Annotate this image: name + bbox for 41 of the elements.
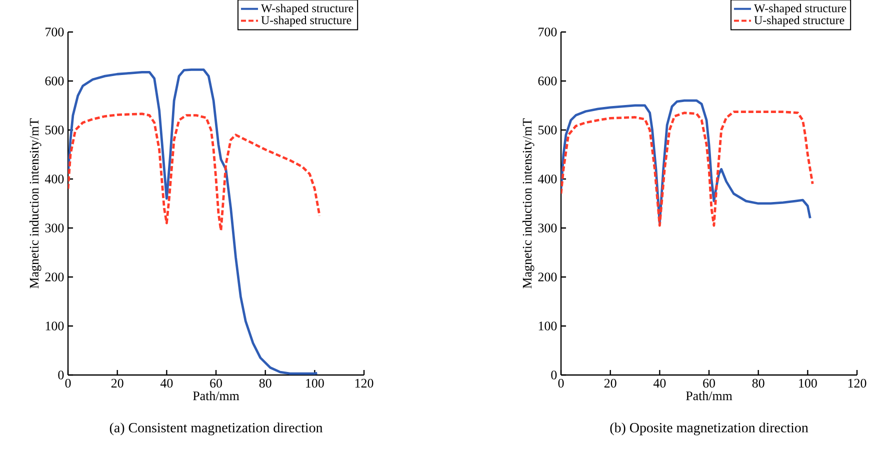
x-tick-label: 80 — [752, 378, 764, 388]
y-tick-label: 500 — [45, 126, 64, 134]
x-tick-label: 100 — [799, 378, 817, 388]
legend-label: W-shaped structure — [754, 4, 846, 15]
y-tick-label: 500 — [538, 126, 557, 134]
y-tick-label: 100 — [46, 322, 64, 330]
x-tick-label: 60 — [703, 378, 715, 388]
y-tick-label: 300 — [45, 224, 64, 232]
y-tick-label: 700 — [538, 28, 557, 36]
x-axis-title: Path/mm — [193, 391, 240, 400]
x-axis-title: Path/mm — [686, 391, 732, 400]
y-tick-label: 300 — [538, 224, 557, 232]
legend-label: U-shaped structure — [754, 16, 844, 27]
x-tick-label: 0 — [558, 378, 564, 388]
x-tick-label: 20 — [604, 378, 616, 388]
x-tick-label: 100 — [306, 378, 324, 388]
y-tick-label: 100 — [538, 322, 557, 330]
text: (b) Oposite magnetization direction — [610, 422, 808, 436]
y-tick-label: 700 — [46, 28, 64, 36]
y-axis-title: Magnetic induction intensity/mT — [522, 118, 534, 288]
x-tick-label: 20 — [111, 378, 124, 388]
y-tick-label: 600 — [45, 76, 64, 86]
x-tick-label: 0 — [65, 378, 71, 388]
x-tick-label: 40 — [160, 378, 173, 388]
y-tick-label: 400 — [538, 174, 557, 184]
legend-label: U-shaped structure — [261, 16, 352, 27]
y-axis-title: Magnetic induction intensity/mT — [29, 118, 42, 288]
y-tick-label: 200 — [45, 272, 64, 282]
line-series — [68, 112, 321, 232]
legend-label: W-shaped structure — [260, 4, 354, 15]
x-tick-label: 60 — [210, 378, 222, 388]
text: (a) Consistent magnetization direction — [110, 422, 323, 436]
y-tick-label: 0 — [58, 370, 64, 380]
y-tick-label: 400 — [44, 174, 64, 184]
y-tick-label: 600 — [538, 76, 557, 86]
x-tick-label: 40 — [653, 378, 666, 388]
y-tick-label: 0 — [551, 370, 557, 380]
x-tick-label: 120 — [848, 378, 866, 388]
y-tick-label: 200 — [538, 272, 557, 282]
x-tick-label: 80 — [259, 378, 272, 388]
x-tick-label: 120 — [355, 378, 374, 388]
